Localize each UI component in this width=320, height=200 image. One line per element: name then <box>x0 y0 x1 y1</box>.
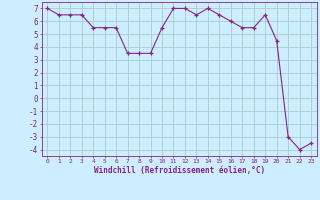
X-axis label: Windchill (Refroidissement éolien,°C): Windchill (Refroidissement éolien,°C) <box>94 166 265 175</box>
